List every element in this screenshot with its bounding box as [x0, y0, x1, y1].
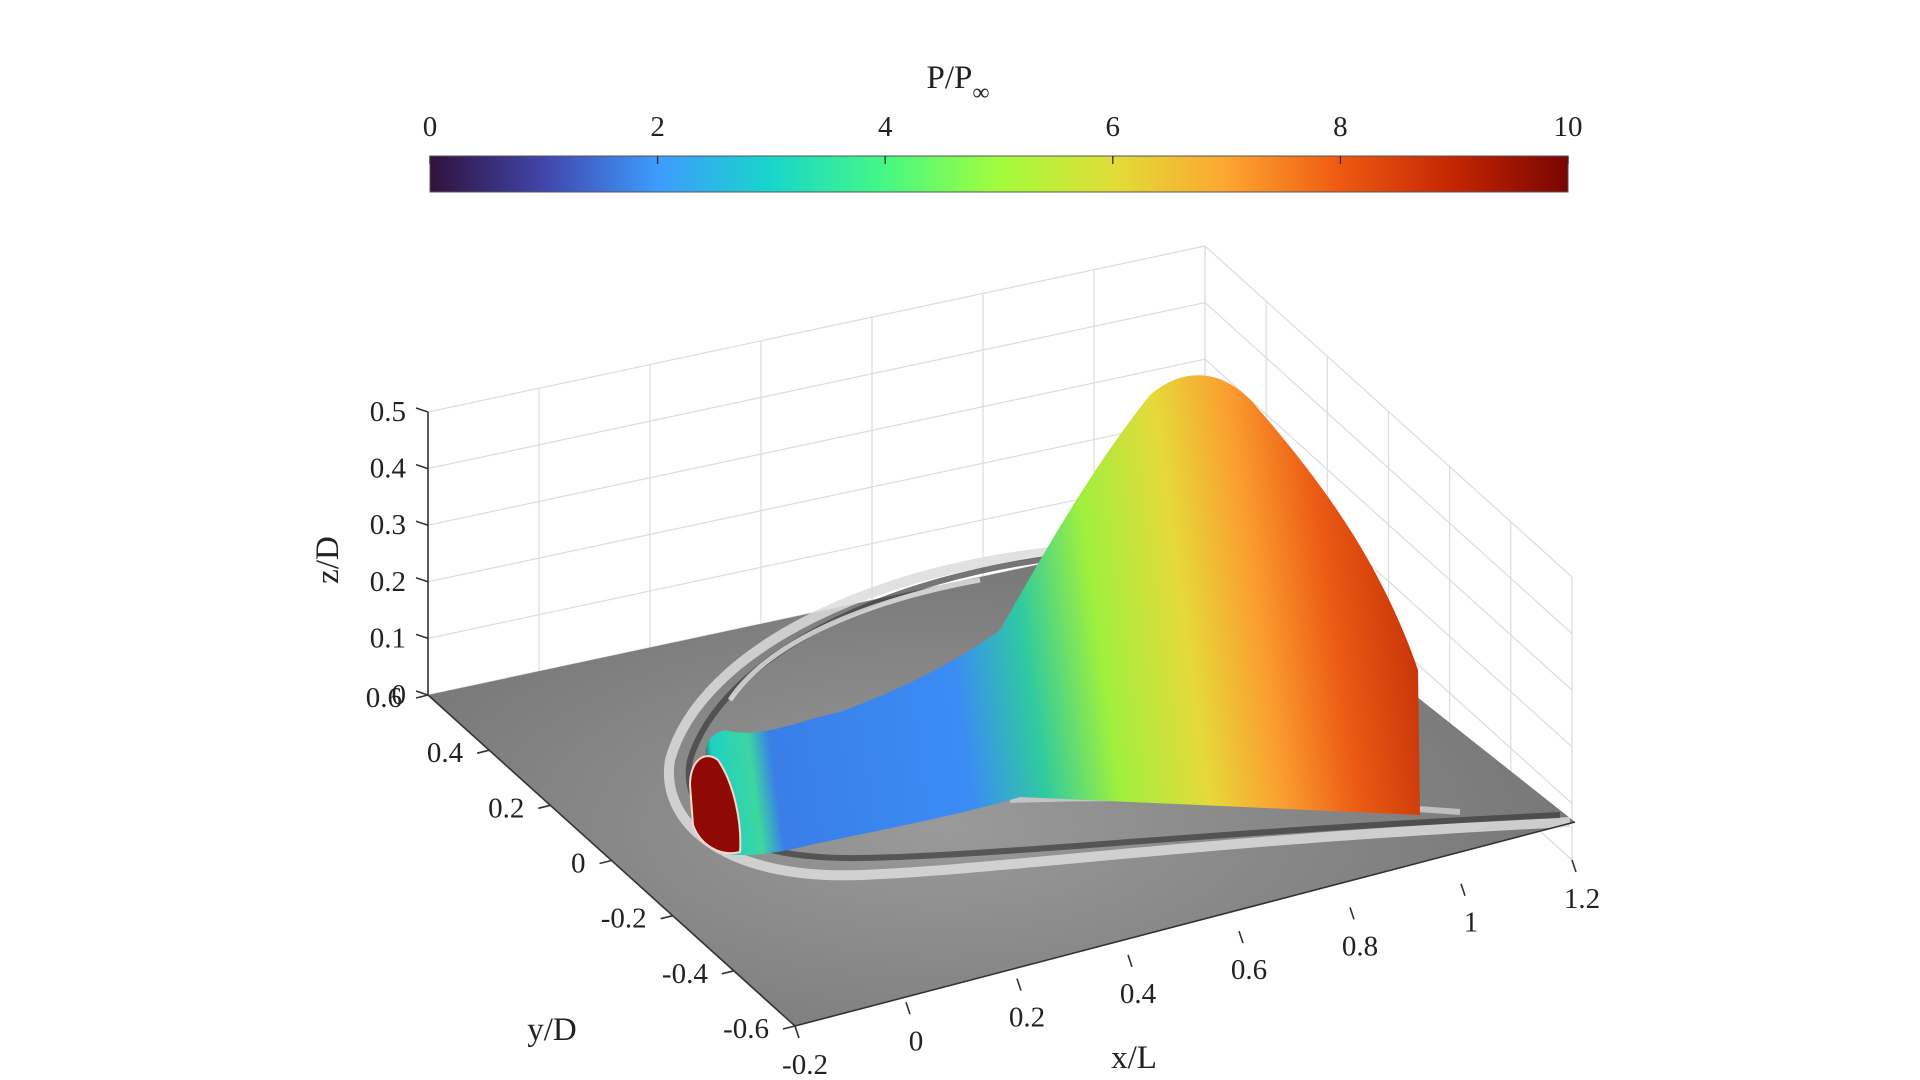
y-tick-label: -0.6: [723, 1013, 769, 1045]
axes-3d: 0 0.1 0.2 0.3 0.4 0.5 -0.6 -0.4 -0.2 0 0.2 0.4 0.6 -0…: [310, 245, 1600, 1080]
x-tick-label: 1: [1464, 907, 1479, 939]
z-tick-mark: [415, 633, 429, 640]
z-tick-label: 0.2: [370, 566, 406, 598]
z-tick-label: 0.1: [370, 622, 406, 654]
y-tick-label: 0.6: [366, 682, 402, 714]
x-tick-mark: [1460, 883, 1466, 896]
y-tick-mark: [599, 859, 612, 865]
z-tick-mark: [415, 520, 429, 526]
vehicle-nose: [688, 755, 742, 855]
y-tick-mark: [476, 749, 490, 754]
grid-line: [427, 302, 1206, 470]
colorbar-tick-label: 8: [1333, 111, 1348, 143]
axis-tick-labels: 0 0.1 0.2 0.3 0.4 0.5 -0.6 -0.4 -0.2 0 0.2 0.4 0.6 -0…: [366, 396, 1600, 1080]
z-tick-mark: [415, 690, 429, 696]
y-tick-label: -0.4: [662, 958, 708, 990]
colorbar-gradient: [429, 155, 1569, 193]
colorbar-label-main: P/P: [927, 60, 973, 96]
colorbar-label-sub: ∞: [972, 80, 989, 106]
y-tick-mark: [782, 1025, 796, 1030]
y-tick-mark: [721, 970, 735, 975]
y-tick-label: -0.2: [601, 903, 647, 935]
colorbar-tick-label: 0: [423, 111, 438, 143]
y-tick-label: 0.2: [488, 792, 524, 824]
x-tick-mark: [1016, 978, 1022, 991]
colorbar-tick-label: 4: [878, 111, 893, 143]
x-tick-label: 0.4: [1120, 978, 1157, 1010]
z-tick-label: 0.5: [370, 396, 406, 428]
x-tick-mark: [794, 1025, 800, 1039]
y-tick-mark: [660, 914, 673, 920]
y-tick-mark: [415, 694, 429, 699]
colorbar-tick-label: 6: [1106, 111, 1121, 143]
x-tick-label: 0: [909, 1025, 924, 1057]
z-tick-label: 0.3: [370, 509, 406, 541]
y-axis-label: y/D: [527, 1012, 577, 1048]
grid-line: [427, 245, 1206, 413]
z-tick-mark: [415, 577, 429, 583]
colorbar-tick-label: 2: [650, 111, 665, 143]
vehicle-surface: [705, 375, 1420, 856]
x-tick-label: 1.2: [1564, 883, 1600, 915]
grid-line: [427, 471, 1206, 639]
z-tick-label: 0.4: [370, 453, 407, 485]
grid-line: [1204, 302, 1573, 635]
x-axis-label: x/L: [1111, 1040, 1157, 1076]
grid-line: [1204, 245, 1573, 578]
colorbar-label: P/P∞: [927, 60, 990, 106]
y-tick-label: 0.4: [427, 737, 464, 769]
z-axis-label: z/D: [310, 536, 346, 584]
grid-line: [427, 358, 1206, 526]
x-tick-label: -0.2: [782, 1049, 828, 1080]
grid-line: [1204, 358, 1573, 691]
colorbar-tick-label: 10: [1554, 111, 1583, 143]
x-tick-label: 0.8: [1342, 930, 1378, 962]
x-tick-label: 0.2: [1009, 1002, 1045, 1034]
x-tick-mark: [1127, 954, 1133, 968]
z-tick-mark: [415, 463, 429, 470]
colorbar: P/P∞ 0 2 4 6 8 10: [423, 60, 1583, 193]
secondary-shock: [727, 577, 981, 702]
colorbar-ticks: 0 2 4 6 8 10: [423, 111, 1583, 164]
axis-tick-marks: [415, 407, 1577, 1039]
x-tick-mark: [1571, 859, 1577, 873]
x-tick-mark: [1349, 907, 1355, 920]
y-tick-label: 0: [571, 848, 586, 880]
z-tick-mark: [415, 407, 429, 413]
grid-line: [427, 415, 1206, 583]
z-tick-label: 0: [392, 679, 407, 711]
x-tick-mark: [905, 1002, 911, 1015]
x-tick-mark: [1238, 930, 1244, 944]
x-tick-label: 0.6: [1231, 954, 1267, 986]
y-tick-mark: [538, 804, 551, 810]
